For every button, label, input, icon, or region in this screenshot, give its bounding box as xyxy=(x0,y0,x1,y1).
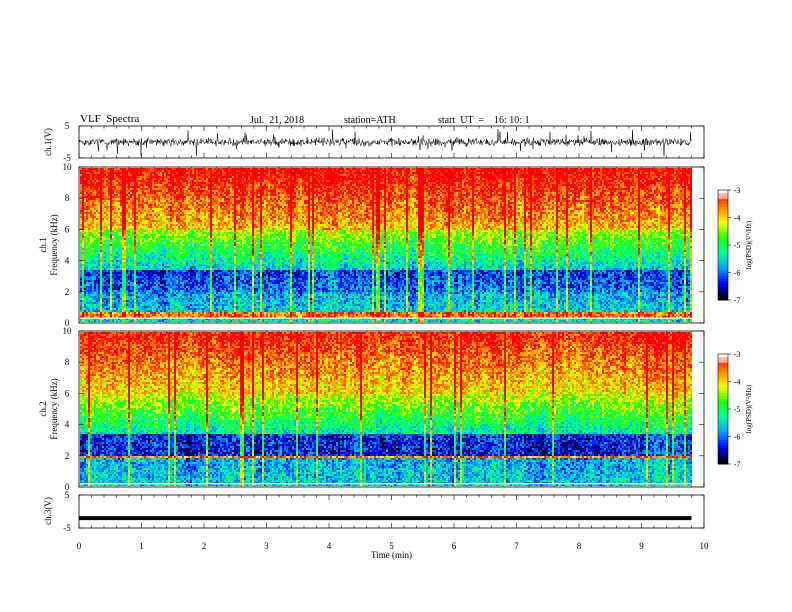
ch1-spec-channel-label: ch.1 xyxy=(38,237,48,252)
ch1-spec-ytick-label: 2 xyxy=(65,287,70,297)
ch1-ylabel: ch.1(V) xyxy=(43,128,53,156)
time-tick-label: 6 xyxy=(452,541,457,551)
ch2-spec-colorbar: -3 -4 -5 -6 -7 log(PSD)(V²/Hz) xyxy=(718,350,753,469)
time-tick-label: 0 xyxy=(77,541,82,551)
time-tick-label: 2 xyxy=(202,541,207,551)
time-tick-label: 9 xyxy=(639,541,644,551)
ch3-frame xyxy=(79,495,704,528)
ch2-spec-colorbar-tick-label: -6 xyxy=(734,433,741,442)
time-tick-label: 8 xyxy=(577,541,582,551)
ch1-waveform-line xyxy=(79,129,692,156)
ch1-spec-ytick-label: 10 xyxy=(63,162,73,172)
ch2-spec-ytick-label: 2 xyxy=(65,451,70,461)
ch1-spec-colorbar-tick-label: -4 xyxy=(734,214,741,223)
time-tick-label: 7 xyxy=(514,541,519,551)
ch3-ytick-label: -5 xyxy=(63,523,71,533)
ch1-spec-ytick-label: 8 xyxy=(65,193,70,203)
ch1-spec-ytick-label: 4 xyxy=(65,256,70,266)
ch3-ylabel: ch.3(V) xyxy=(43,497,53,525)
time-tick-label: 4 xyxy=(327,541,332,551)
ch2-spec-colorbar-tick-label: -5 xyxy=(734,405,741,414)
ch1-spec-baseline-gap xyxy=(80,318,692,319)
ch1-spec-colorbar-label: log(PSD)(V²/Hz) xyxy=(745,220,753,269)
time-axis-label: Time (min) xyxy=(371,550,412,560)
ch1-spec-colorbar: -3 -4 -5 -6 -7 log(PSD)(V²/Hz) xyxy=(718,186,753,305)
ch2-spec-colorbar-tick-label: -4 xyxy=(734,378,741,387)
ch2-spec-ytick-label: 4 xyxy=(65,420,70,430)
ch2-spec-channel-label: ch.2 xyxy=(38,401,48,416)
ch1-spec-heatmap xyxy=(80,168,692,322)
ch2-spec-colorbar-label: log(PSD)(V²/Hz) xyxy=(745,384,753,433)
ch2-spec-colorbar-tick-label: -7 xyxy=(734,460,741,469)
ch2-spec-ytick-label: 8 xyxy=(65,357,70,367)
ch2-spec-colorbar-tick-label: -3 xyxy=(734,350,741,359)
ch1-spec-frequency-label: Frequency (kHz) xyxy=(49,214,59,275)
ch1-spec-colorbar-tick-label: -7 xyxy=(734,296,741,305)
time-tick-label: 10 xyxy=(700,541,710,551)
ch1-spec-colorbar-tick-label: -5 xyxy=(734,241,741,250)
time-tick-label: 1 xyxy=(139,541,144,551)
ch3-ytick-label: 5 xyxy=(65,490,70,500)
time-tick-label: 3 xyxy=(264,541,269,551)
ch1-ytick-label: 5 xyxy=(65,121,70,131)
ch2-spec-ytick-label: 6 xyxy=(65,388,70,398)
ch2-spec-baseline-gap xyxy=(80,483,692,484)
ch2-spec-frequency-label: Frequency (kHz) xyxy=(49,378,59,439)
ch1-spec-colorbar-tick-label: -6 xyxy=(734,269,741,278)
ch1-spec-ytick-label: 6 xyxy=(65,224,70,234)
ch1-spec-colorbar-tick-label: -3 xyxy=(734,186,741,195)
ch2-spec-heatmap xyxy=(80,332,692,486)
ch2-spec-ytick-label: 10 xyxy=(63,326,73,336)
